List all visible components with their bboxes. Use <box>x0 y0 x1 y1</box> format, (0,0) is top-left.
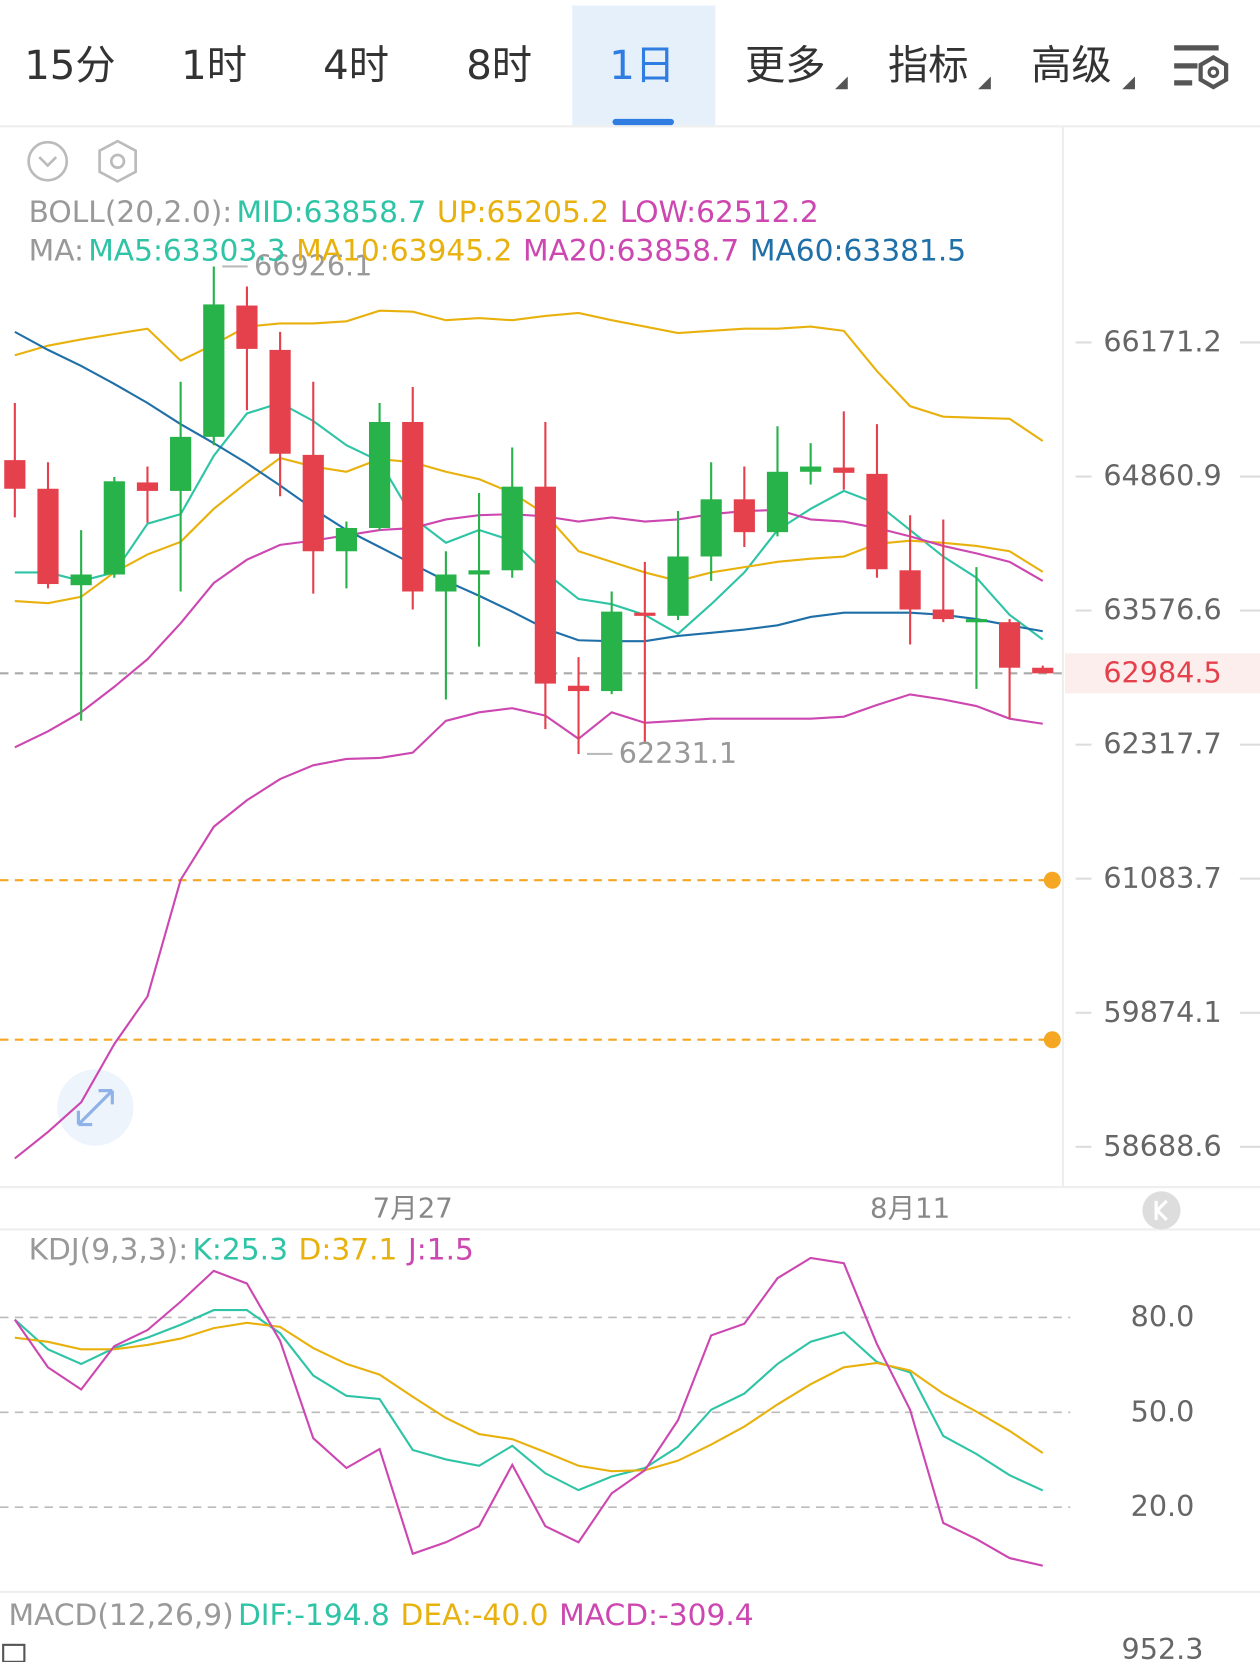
candle-body <box>700 499 722 557</box>
candle-body <box>501 486 523 571</box>
k-icon[interactable] <box>1142 1191 1181 1230</box>
y-tick-label: 61083.7 <box>1103 861 1221 895</box>
candle-body <box>170 436 192 491</box>
legend-item: MID:63858.7 <box>237 194 427 229</box>
alert-dot <box>1043 871 1061 889</box>
candle-body <box>4 460 26 489</box>
tab[interactable]: 15分 <box>24 43 115 89</box>
active-tab-underline <box>612 118 674 126</box>
x-tick-label: 7月27 <box>373 1192 453 1224</box>
legend-item: J:1.5 <box>406 1231 474 1266</box>
y-tick-label: 58688.6 <box>1103 1129 1221 1163</box>
settings-icon[interactable] <box>1174 45 1229 90</box>
x-tick-label: 8月11 <box>870 1192 950 1224</box>
tab[interactable]: 指标 <box>888 43 969 89</box>
tab[interactable]: 8时 <box>466 43 532 89</box>
tab[interactable]: 1日 <box>609 43 675 89</box>
candle-body <box>402 421 424 592</box>
collapse-icon[interactable] <box>27 140 69 182</box>
settings-hex-icon[interactable] <box>98 139 137 183</box>
y-tick-label: 59874.1 <box>1103 995 1221 1029</box>
tab[interactable]: 高级 <box>1031 43 1112 89</box>
candle-body <box>37 488 59 585</box>
legend: KDJ(9,3,3): K:25.3 D:37.1 J:1.5 <box>29 1231 474 1266</box>
legend-item: K:25.3 <box>192 1231 287 1266</box>
y-tick-label: 50.0 <box>1131 1394 1195 1428</box>
legend-item: D:37.1 <box>299 1231 398 1266</box>
legend-item: MA10:63945.2 <box>296 232 512 267</box>
legend: BOLL(20,2.0): MID:63858.7 UP:65205.2 LOW:62… <box>29 194 819 229</box>
candle-body <box>236 305 258 349</box>
kdj-line <box>14 1321 1044 1473</box>
legend-title: MACD(12,26,9) <box>8 1597 233 1632</box>
candle-body <box>534 486 556 684</box>
legend-item: DEA:-40.0 <box>400 1597 548 1632</box>
y-tick-label: 63576.6 <box>1103 593 1221 627</box>
last-price-bg <box>1065 653 1260 694</box>
candle-body <box>601 611 623 692</box>
candle-body <box>634 612 656 616</box>
indicator-line <box>14 330 1043 643</box>
candle-body <box>667 556 689 616</box>
candle-body <box>302 454 324 552</box>
candle-body <box>766 471 789 533</box>
legend-item: MA60:63381.5 <box>750 232 966 267</box>
y-tick-label: 80.0 <box>1131 1299 1195 1333</box>
candle-body <box>335 527 358 552</box>
candle-body <box>800 466 822 472</box>
legend-item: DIF:-194.8 <box>238 1597 390 1632</box>
candle-body <box>866 473 888 570</box>
legend-title: BOLL(20,2.0): <box>29 194 233 229</box>
extreme-label: 66926.1 <box>254 249 372 283</box>
indicator-line <box>14 309 1044 442</box>
legend-item: LOW:62512.2 <box>620 194 819 229</box>
expand-icon[interactable] <box>57 1069 134 1146</box>
kdj-line <box>13 1256 1043 1567</box>
legend-item: UP:65205.2 <box>437 194 609 229</box>
legend: MA: MA5:63303.3 MA10:63945.2 MA20:63858.7 MA… <box>29 232 967 267</box>
candle-body <box>999 622 1021 668</box>
candle-body <box>203 304 225 437</box>
candle-body <box>1032 667 1054 674</box>
tab[interactable]: 1时 <box>181 43 247 89</box>
last-price-label: 62984.5 <box>1103 655 1221 689</box>
legend-item: MA20:63858.7 <box>523 232 739 267</box>
candle-body <box>833 467 855 473</box>
active-tab-bg <box>572 5 716 126</box>
legend-title: MA: <box>29 232 84 267</box>
y-tick-label: 66171.2 <box>1103 325 1221 359</box>
candle-body <box>567 685 590 692</box>
candle-body <box>70 574 92 586</box>
legend-item: MA5:63303.3 <box>88 232 285 267</box>
candle-body <box>468 570 490 575</box>
candle-body <box>435 574 457 592</box>
extreme-label: 62231.1 <box>619 736 737 770</box>
candle-body <box>368 421 391 528</box>
legend-title: KDJ(9,3,3): <box>29 1231 189 1266</box>
indicator-line <box>14 693 1043 1160</box>
candle-body <box>136 482 159 491</box>
candle-body <box>733 499 755 533</box>
candle-body <box>899 570 921 610</box>
y-tick-label: 64860.9 <box>1103 459 1221 493</box>
legend-item: MACD:-309.4 <box>559 1597 753 1632</box>
candle-body <box>965 619 988 623</box>
legend: MACD(12,26,9) DIF:-194.8 DEA:-40.0 MACD:-30… <box>8 1597 753 1632</box>
y-tick-label: 20.0 <box>1131 1489 1195 1523</box>
tab[interactable]: 4时 <box>323 43 389 89</box>
tab[interactable]: 更多 <box>745 43 826 89</box>
y-tick-label: 952.3 <box>1122 1632 1204 1662</box>
alert-dot <box>1043 1031 1061 1049</box>
candle-body <box>932 609 954 620</box>
kdj-line <box>14 1309 1044 1492</box>
candle-body <box>103 481 125 575</box>
candle-body <box>269 349 291 454</box>
y-tick-label: 62317.7 <box>1103 727 1221 761</box>
